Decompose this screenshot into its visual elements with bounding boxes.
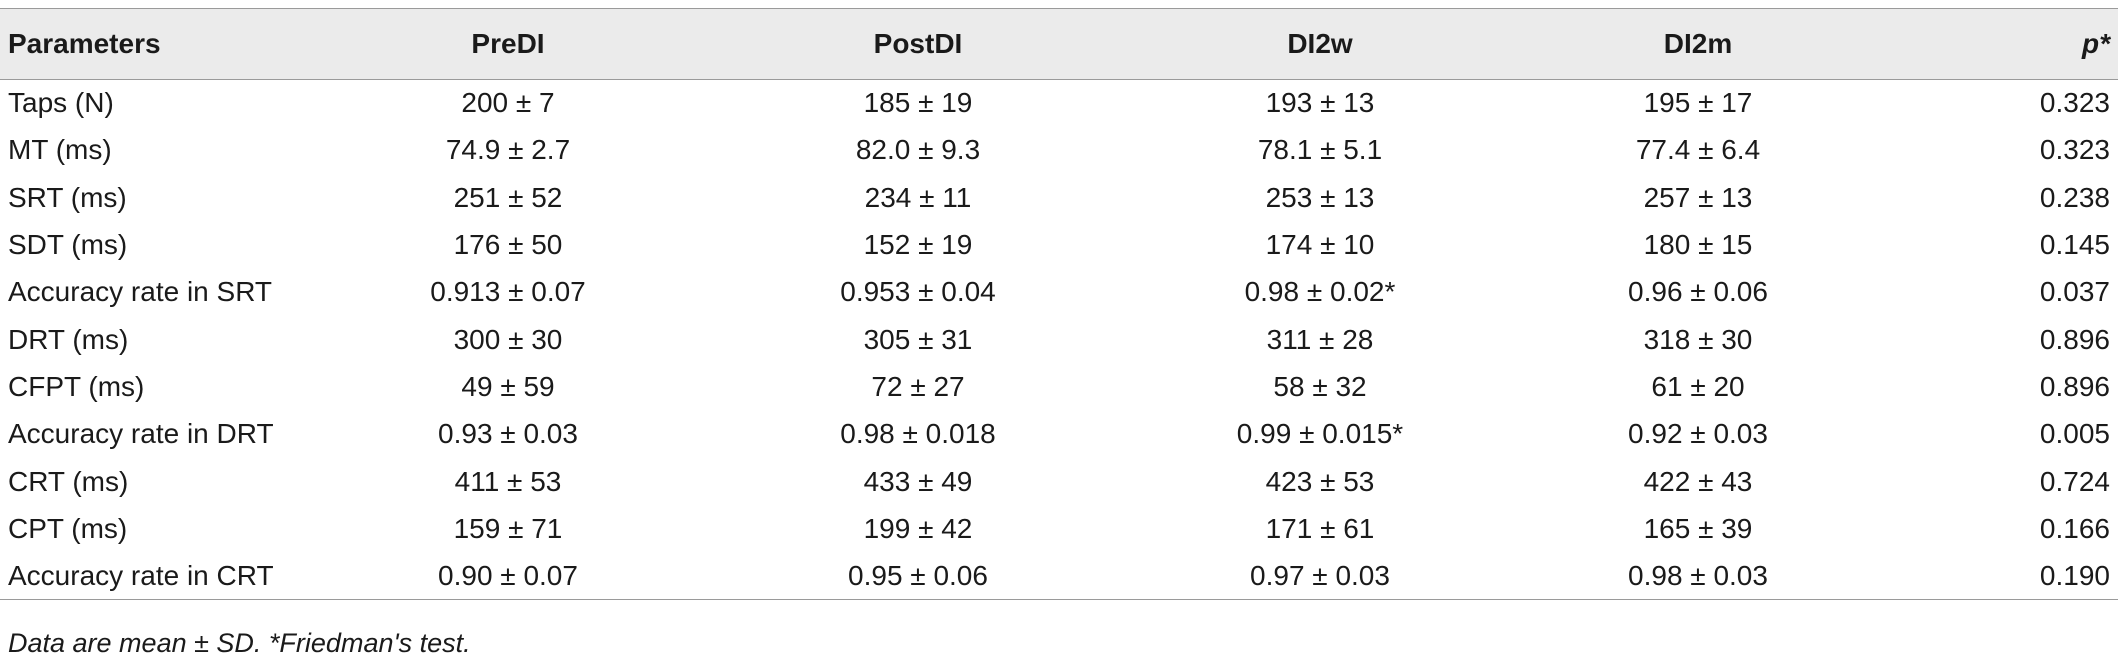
cell-p-value: 0.145 — [2039, 229, 2110, 261]
cell-di2m: 257 ± 13 — [1643, 181, 1753, 213]
table-row: Accuracy rate in CRT 0.90 ± 0.07 0.95 ± 0.… — [0, 552, 2118, 600]
cell-postdi: 305 ± 31 — [863, 323, 973, 355]
results-table: Parameters PreDI PostDI DI2w DI2m p* Tap… — [0, 8, 2118, 600]
cell-di2m: 0.98 ± 0.03 — [1628, 559, 1768, 591]
cell-predi: 200 ± 7 — [461, 87, 555, 119]
cell-predi: 159 ± 71 — [453, 512, 563, 544]
cell-postdi: 0.95 ± 0.06 — [848, 559, 988, 591]
header-di2w: DI2w — [1287, 28, 1353, 59]
cell-di2m: 422 ± 43 — [1643, 465, 1753, 497]
header-postdi: PostDI — [873, 28, 963, 59]
cell-parameter: CPT (ms) — [8, 512, 128, 544]
cell-di2w: 174 ± 10 — [1265, 229, 1375, 261]
cell-postdi: 0.953 ± 0.04 — [840, 276, 996, 308]
cell-di2w: 423 ± 53 — [1265, 465, 1375, 497]
cell-predi: 300 ± 30 — [453, 323, 563, 355]
cell-di2w: 58 ± 32 — [1273, 370, 1367, 402]
cell-di2w: 193 ± 13 — [1265, 87, 1375, 119]
cell-di2m: 180 ± 15 — [1643, 229, 1753, 261]
cell-p-value: 0.190 — [2039, 559, 2110, 591]
table-footnote: Data are mean ± SD. *Friedman's test. — [8, 628, 471, 658]
table-row: SRT (ms) 251 ± 52 234 ± 11 253 ± 13 257 ± 13… — [0, 174, 2118, 221]
table-row: Accuracy rate in SRT 0.913 ± 0.07 0.953 ± … — [0, 269, 2118, 316]
table-header-row: Parameters PreDI PostDI DI2w DI2m p* — [0, 8, 2118, 80]
cell-parameter: CFPT (ms) — [8, 370, 145, 402]
cell-di2m: 165 ± 39 — [1643, 512, 1753, 544]
table-row: Taps (N) 200 ± 7 185 ± 19 193 ± 13 195 ± 17 0… — [0, 80, 2118, 127]
cell-p-value: 0.323 — [2039, 134, 2110, 166]
cell-di2m: 195 ± 17 — [1643, 87, 1753, 119]
cell-p-value: 0.896 — [2039, 323, 2110, 355]
cell-p-value: 0.896 — [2039, 370, 2110, 402]
header-p-value: p* — [2082, 28, 2110, 59]
cell-postdi: 199 ± 42 — [863, 512, 973, 544]
cell-p-value: 0.724 — [2039, 465, 2110, 497]
cell-predi: 0.93 ± 0.03 — [438, 418, 578, 450]
cell-parameter: Accuracy rate in CRT — [8, 559, 274, 591]
cell-parameter: Accuracy rate in SRT — [8, 276, 273, 308]
cell-postdi: 185 ± 19 — [863, 87, 973, 119]
table-row: CPT (ms) 159 ± 71 199 ± 42 171 ± 61 165 ± 39… — [0, 505, 2118, 552]
cell-parameter: Accuracy rate in DRT — [8, 418, 274, 450]
cell-parameter: Taps (N) — [8, 87, 114, 119]
cell-postdi: 433 ± 49 — [863, 465, 973, 497]
header-di2m: DI2m — [1663, 28, 1733, 59]
cell-p-value: 0.005 — [2039, 418, 2110, 450]
cell-di2w: 0.99 ± 0.015* — [1236, 418, 1404, 450]
cell-predi: 411 ± 53 — [454, 465, 562, 497]
table-row: MT (ms) 74.9 ± 2.7 82.0 ± 9.3 78.1 ± 5.1 77.… — [0, 127, 2118, 174]
table-row: CFPT (ms) 49 ± 59 72 ± 27 58 ± 32 61 ± 20 0.8… — [0, 363, 2118, 410]
header-parameters: Parameters — [8, 28, 161, 59]
table-row: DRT (ms) 300 ± 30 305 ± 31 311 ± 28 318 ± 30… — [0, 316, 2118, 363]
cell-di2m: 0.96 ± 0.06 — [1628, 276, 1768, 308]
cell-postdi: 152 ± 19 — [863, 229, 973, 261]
cell-parameter: MT (ms) — [8, 134, 112, 166]
cell-di2w: 0.98 ± 0.02* — [1244, 276, 1396, 308]
header-predi: PreDI — [471, 28, 545, 59]
cell-p-value: 0.323 — [2039, 87, 2110, 119]
table-body: Taps (N) 200 ± 7 185 ± 19 193 ± 13 195 ± 17 0… — [0, 80, 2118, 600]
cell-di2m: 61 ± 20 — [1651, 370, 1745, 402]
cell-predi: 74.9 ± 2.7 — [445, 134, 571, 166]
table-row: SDT (ms) 176 ± 50 152 ± 19 174 ± 10 180 ± 15… — [0, 221, 2118, 268]
cell-predi: 49 ± 59 — [461, 370, 555, 402]
cell-parameter: SDT (ms) — [8, 229, 128, 261]
table-row: CRT (ms) 411 ± 53 433 ± 49 423 ± 53 422 ± 43… — [0, 458, 2118, 505]
cell-di2m: 318 ± 30 — [1643, 323, 1753, 355]
cell-parameter: DRT (ms) — [8, 323, 129, 355]
cell-di2w: 311 ± 28 — [1266, 323, 1374, 355]
cell-di2m: 0.92 ± 0.03 — [1628, 418, 1768, 450]
cell-postdi: 72 ± 27 — [871, 370, 965, 402]
cell-di2w: 78.1 ± 5.1 — [1257, 134, 1383, 166]
cell-predi: 251 ± 52 — [453, 181, 563, 213]
cell-postdi: 82.0 ± 9.3 — [855, 134, 981, 166]
cell-p-value: 0.238 — [2039, 181, 2110, 213]
cell-predi: 176 ± 50 — [453, 229, 563, 261]
cell-postdi: 0.98 ± 0.018 — [840, 418, 996, 450]
cell-predi: 0.90 ± 0.07 — [438, 559, 578, 591]
cell-p-value: 0.166 — [2039, 512, 2110, 544]
cell-postdi: 234 ± 11 — [864, 181, 972, 213]
cell-p-value: 0.037 — [2039, 276, 2110, 308]
cell-di2w: 171 ± 61 — [1265, 512, 1375, 544]
cell-di2w: 0.97 ± 0.03 — [1250, 559, 1390, 591]
cell-parameter: CRT (ms) — [8, 465, 129, 497]
cell-di2m: 77.4 ± 6.4 — [1635, 134, 1761, 166]
cell-di2w: 253 ± 13 — [1265, 181, 1375, 213]
table-row: Accuracy rate in DRT 0.93 ± 0.03 0.98 ± 0.… — [0, 411, 2118, 458]
cell-predi: 0.913 ± 0.07 — [430, 276, 586, 308]
cell-parameter: SRT (ms) — [8, 181, 127, 213]
